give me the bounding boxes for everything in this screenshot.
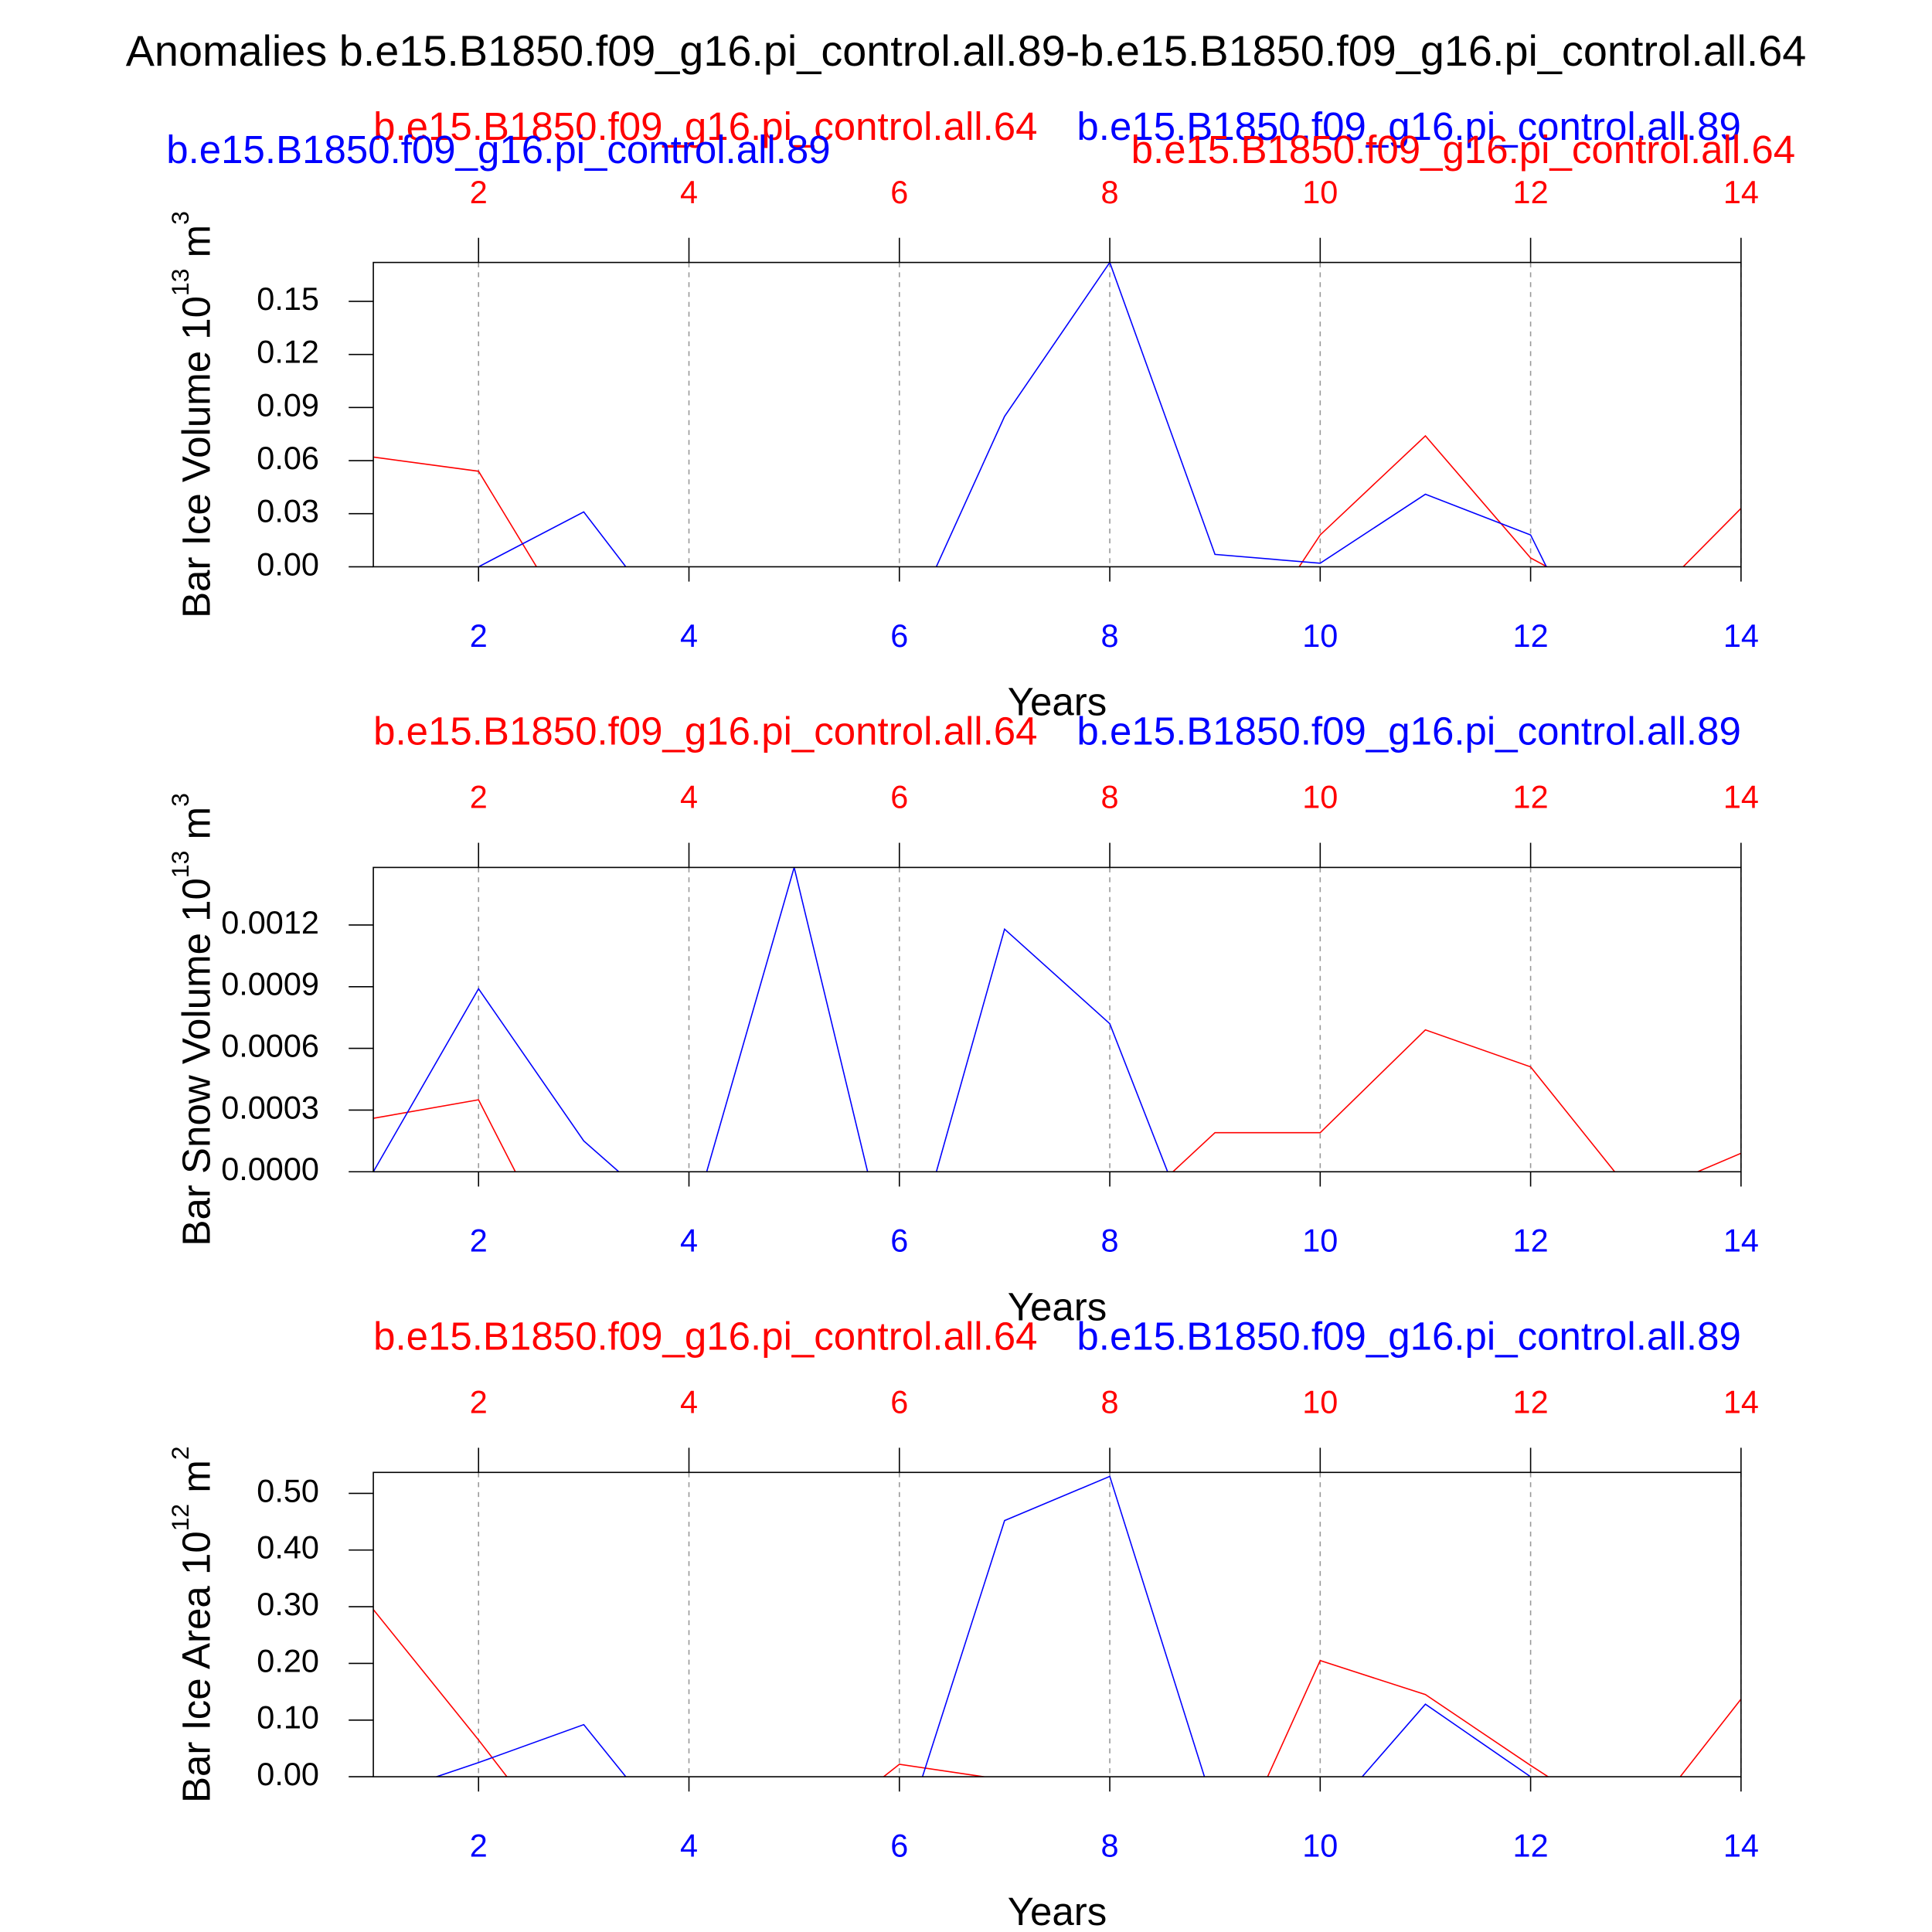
x-axis-label: Years — [1008, 1889, 1107, 1932]
plot-frame — [372, 866, 1742, 1173]
y-tick-label: 0.15 — [257, 281, 319, 317]
x-tick-label-top: 6 — [890, 1384, 908, 1420]
y-axis-label-part: m — [175, 807, 219, 851]
x-axis-label: Years — [1008, 679, 1107, 723]
x-tick-label: 6 — [890, 617, 908, 654]
x-tick-label: 10 — [1302, 617, 1338, 654]
y-axis-label-sup: 3 — [166, 211, 194, 225]
x-tick-label-top: 8 — [1101, 174, 1119, 210]
y-tick-label: 0.40 — [257, 1529, 319, 1566]
left-title: b.e15.B1850.f09_g16.pi_control.all.64 — [373, 709, 1037, 753]
figure-title: Anomalies b.e15.B1850.f09_g16.pi_control… — [126, 26, 1807, 75]
right-title-2: b.e15.B1850.f09_g16.pi_control.all.64 — [1131, 128, 1795, 172]
y-tick-label: 0.00 — [257, 1756, 319, 1792]
x-tick-label: 8 — [1101, 1828, 1119, 1864]
y-axis-label-sup: 13 — [166, 851, 194, 878]
y-tick-label: 0.30 — [257, 1586, 319, 1622]
x-tick-label-top: 12 — [1513, 779, 1549, 815]
plot-frame — [372, 1471, 1742, 1777]
x-tick-label: 12 — [1513, 1223, 1549, 1259]
x-tick-label: 8 — [1101, 1223, 1119, 1259]
y-tick-label: 0.0000 — [221, 1151, 319, 1187]
x-tick-label: 2 — [470, 1223, 488, 1259]
y-tick-label: 0.0003 — [221, 1089, 319, 1125]
x-tick-label: 12 — [1513, 617, 1549, 654]
x-tick-label: 10 — [1302, 1828, 1338, 1864]
y-axis-label-part: Bar Snow Volume 10 — [175, 878, 219, 1246]
y-tick-label: 0.10 — [257, 1699, 319, 1736]
x-tick-label-top: 4 — [680, 779, 698, 815]
y-tick-label: 0.50 — [257, 1472, 319, 1509]
series-line — [373, 1029, 1741, 1172]
series-line — [373, 1609, 1741, 1777]
x-tick-label: 6 — [890, 1828, 908, 1864]
x-tick-label: 4 — [680, 1828, 698, 1864]
y-tick-label: 0.0009 — [221, 966, 319, 1002]
x-tick-label-top: 12 — [1513, 1384, 1549, 1420]
x-tick-label-top: 2 — [470, 779, 488, 815]
x-tick-label-top: 4 — [680, 174, 698, 210]
y-tick-label: 0.06 — [257, 440, 319, 476]
y-axis-label-part: m — [175, 1460, 219, 1504]
right-title: b.e15.B1850.f09_g16.pi_control.all.89 — [1077, 709, 1740, 753]
y-tick-label: 0.00 — [257, 546, 319, 582]
y-axis-label-part: Bar Ice Volume 10 — [175, 296, 219, 618]
series-line — [373, 434, 1741, 567]
x-tick-label: 10 — [1302, 1223, 1338, 1259]
left-title-2: b.e15.B1850.f09_g16.pi_control.all.89 — [166, 128, 830, 172]
y-axis-label-sup: 13 — [166, 269, 194, 296]
y-axis-label-part: m — [175, 225, 219, 269]
series-line — [477, 262, 1547, 567]
x-tick-label-top: 14 — [1723, 779, 1759, 815]
y-axis-label: Bar Ice Volume 1013 m3 — [166, 211, 218, 618]
x-tick-label: 6 — [890, 1223, 908, 1259]
x-tick-label: 4 — [680, 1223, 698, 1259]
x-tick-label-top: 2 — [470, 174, 488, 210]
y-axis-label: Bar Snow Volume 1013 m3 — [166, 793, 218, 1246]
right-title: b.e15.B1850.f09_g16.pi_control.all.89 — [1077, 1315, 1740, 1359]
x-axis-label: Years — [1008, 1284, 1107, 1328]
y-tick-label: 0.12 — [257, 334, 319, 370]
x-tick-label: 4 — [680, 617, 698, 654]
x-tick-label: 8 — [1101, 617, 1119, 654]
x-tick-label-top: 10 — [1302, 1384, 1338, 1420]
x-tick-label: 14 — [1723, 617, 1759, 654]
y-tick-label: 0.0006 — [221, 1028, 319, 1064]
x-tick-label-top: 8 — [1101, 1384, 1119, 1420]
x-tick-label-top: 12 — [1513, 174, 1549, 210]
left-title: b.e15.B1850.f09_g16.pi_control.all.64 — [373, 1315, 1037, 1359]
y-axis-label-sup: 3 — [166, 793, 194, 807]
y-axis-label: Bar Ice Area 1012 m2 — [166, 1446, 218, 1803]
x-tick-label-top: 8 — [1101, 779, 1119, 815]
x-tick-label-top: 4 — [680, 1384, 698, 1420]
y-axis-label-sup: 12 — [166, 1504, 194, 1531]
x-tick-label-top: 6 — [890, 174, 908, 210]
series-line — [434, 1475, 1533, 1777]
left-title: b.e15.B1850.f09_g16.pi_control.all.64 — [373, 104, 1037, 148]
series-line — [373, 867, 1168, 1172]
x-tick-label: 12 — [1513, 1828, 1549, 1864]
x-tick-label: 14 — [1723, 1223, 1759, 1259]
y-tick-label: 0.20 — [257, 1642, 319, 1679]
y-tick-label: 0.0012 — [221, 904, 319, 940]
x-tick-label-top: 14 — [1723, 174, 1759, 210]
right-title: b.e15.B1850.f09_g16.pi_control.all.89 — [1077, 104, 1740, 148]
y-axis-label-sup: 2 — [166, 1446, 194, 1460]
y-tick-label: 0.09 — [257, 386, 319, 423]
x-tick-label: 14 — [1723, 1828, 1759, 1864]
x-tick-label: 2 — [470, 617, 488, 654]
y-tick-label: 0.03 — [257, 493, 319, 529]
x-tick-label: 2 — [470, 1828, 488, 1864]
x-tick-label-top: 2 — [470, 1384, 488, 1420]
x-tick-label-top: 10 — [1302, 174, 1338, 210]
x-tick-label-top: 14 — [1723, 1384, 1759, 1420]
x-tick-label-top: 6 — [890, 779, 908, 815]
y-axis-label-part: Bar Ice Area 10 — [175, 1531, 219, 1803]
x-tick-label-top: 10 — [1302, 779, 1338, 815]
plot-frame — [372, 261, 1742, 568]
